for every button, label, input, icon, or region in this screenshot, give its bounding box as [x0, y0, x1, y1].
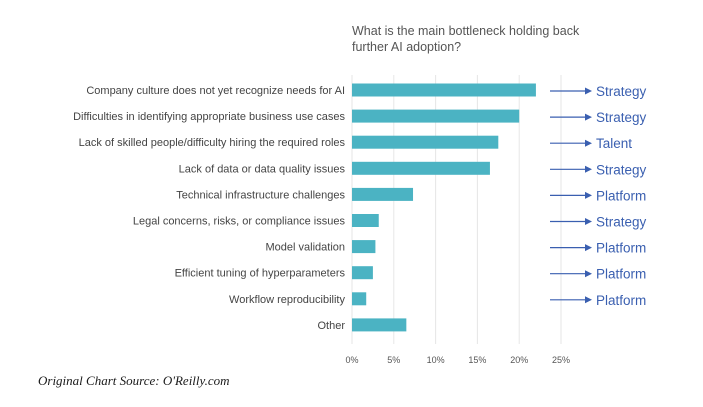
category-label: Lack of skilled people/difficulty hiring…: [79, 137, 346, 149]
annotation-arrowhead: [585, 218, 592, 225]
annotation-arrowhead: [585, 270, 592, 278]
annotation-label: Strategy: [596, 162, 647, 177]
annotation-arrowhead: [585, 191, 592, 199]
bar: [352, 109, 520, 123]
bar: [352, 240, 376, 254]
bar: [352, 292, 367, 306]
bar: [352, 266, 373, 280]
annotation-label: Strategy: [596, 215, 647, 230]
x-tick-label: 20%: [510, 355, 528, 365]
x-tick-label: 25%: [552, 355, 570, 365]
annotation-arrowhead: [585, 165, 592, 173]
x-tick-label: 0%: [345, 355, 358, 365]
category-label: Legal concerns, risks, or compliance iss…: [133, 216, 346, 228]
annotation-label: Strategy: [596, 84, 647, 99]
bar: [352, 135, 499, 149]
category-label: Company culture does not yet recognize n…: [86, 85, 345, 97]
annotation-arrowhead: [585, 113, 592, 121]
annotation-label: Talent: [596, 136, 632, 151]
annotation-arrowhead: [585, 244, 592, 252]
strategy-annotations: Strategy Strategy Talent Strategy Platform St…: [550, 84, 647, 308]
bar: [352, 318, 407, 332]
x-tick-label: 5%: [387, 355, 400, 365]
category-label: Workflow reproducibility: [229, 294, 345, 306]
annotation-label: Strategy: [596, 110, 647, 125]
bar: [352, 161, 490, 175]
source-note: Original Chart Source: O'Reilly.com: [38, 373, 230, 388]
x-tick-label: 10%: [427, 355, 445, 365]
category-label: Model validation: [266, 242, 346, 254]
chart-labels: What is the main bottleneck holding back…: [73, 24, 580, 365]
bar: [352, 187, 414, 201]
annotation-label: Platform: [596, 241, 646, 256]
category-label: Lack of data or data quality issues: [179, 163, 346, 175]
bar: [352, 214, 379, 227]
annotation-arrowhead: [585, 296, 592, 304]
annotation-label: Platform: [596, 293, 646, 308]
annotation-label: Platform: [596, 188, 646, 203]
category-label: Difficulties in identifying appropriate …: [73, 111, 345, 123]
chart-title-line: What is the main bottleneck holding back: [352, 24, 580, 38]
bar: [352, 83, 536, 97]
annotation-label: Platform: [596, 267, 646, 282]
chart-title-line: further AI adoption?: [352, 40, 461, 54]
annotation-arrowhead: [585, 139, 592, 147]
category-label: Other: [317, 320, 345, 332]
x-tick-label: 15%: [468, 355, 486, 365]
annotation-arrowhead: [585, 87, 592, 95]
category-label: Technical infrastructure challenges: [176, 189, 345, 201]
category-label: Efficient tuning of hyperparameters: [175, 268, 346, 280]
bars: [352, 83, 536, 332]
